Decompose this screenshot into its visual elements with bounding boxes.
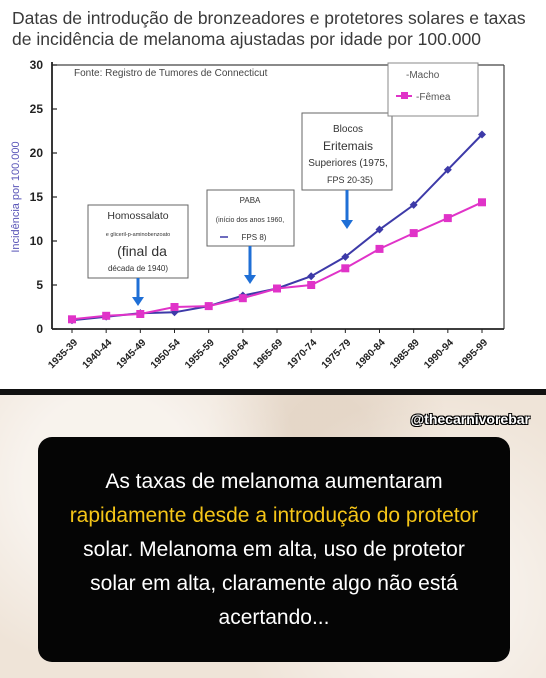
y-tick-label-3: 15 (30, 190, 44, 204)
data-point-s0-11 (443, 165, 452, 174)
y-tick-label-1: 5 (36, 278, 43, 292)
annotation-homossalato-decade: década de 1940) (108, 264, 168, 273)
annotation-arrow-blocos (341, 190, 353, 229)
x-tick-label-11: 1990-94 (422, 337, 456, 371)
x-tick-label-3: 1950-54 (149, 337, 183, 371)
chart-source: Fonte: Registro de Tumores de Connecticu… (74, 68, 268, 79)
data-point-s1-12 (478, 198, 486, 207)
data-point-s1-11 (443, 214, 452, 223)
data-point-s1-9 (375, 244, 384, 253)
x-tick-label-2: 1945-49 (115, 337, 149, 371)
annotation-blocos-subtitle: Eritemais (323, 139, 373, 153)
caption-line-1: As taxas de melanoma aumentaram (105, 469, 443, 493)
caption-panel: @thecarnivorebar As taxas de melanoma au… (0, 395, 546, 678)
annotation-box-homossalato (87, 204, 189, 279)
caption-line-4: solar em alta, claramente algo não está (90, 571, 458, 595)
legend-label-femea: -Fêmea (416, 92, 451, 103)
y-axis-title: Incidência por 100.000 (10, 141, 22, 252)
x-tick-label-4: 1955-59 (183, 337, 217, 371)
x-tick-label-0: 1935-39 (46, 337, 80, 371)
x-tick-label-12: 1995-99 (456, 337, 490, 371)
caption-line-5: acertando... (218, 605, 330, 629)
data-point-s1-7 (307, 281, 316, 289)
x-tick-label-6: 1965-69 (251, 337, 285, 371)
y-tick-label-5: 25 (30, 102, 44, 116)
x-tick-label-8: 1975-79 (320, 337, 354, 371)
legend-box (387, 62, 479, 117)
y-tick-label-2: 10 (30, 234, 44, 248)
annotation-homossalato-compound: e gliceril-p-aminobenzoato (106, 232, 171, 238)
data-point-s1-6 (273, 284, 281, 293)
chart-title: Datas de introdução de bronzeadores e pr… (12, 8, 526, 49)
data-point-s0-7 (307, 272, 316, 281)
y-tick-label-4: 20 (30, 146, 44, 160)
x-tick-label-7: 1970-74 (286, 337, 320, 371)
data-point-s0-10 (409, 200, 418, 209)
caption-line-2-highlight: rapidamente desde a introdução do protet… (69, 503, 479, 527)
caption-line-3: solar. Melanoma em alta, uso de protetor (83, 537, 465, 561)
section-divider (0, 389, 546, 395)
annotation-arrow-homossalato-head (132, 297, 144, 306)
annotation-blocos-detail: Superiores (1975, (308, 158, 388, 169)
chart-svg: Fonte: Registro de Tumores de Connecticu… (10, 58, 505, 371)
annotation-arrow-homossalato (132, 278, 144, 306)
data-point-s1-4 (204, 302, 213, 311)
annotation-paba-date: (início dos anos 1960, (216, 217, 285, 224)
data-point-s1-8 (341, 264, 350, 273)
annotation-paba-spf: FPS 8) (242, 233, 267, 242)
annotation-arrow-paba-head (244, 275, 256, 284)
annotation-blocos-spf: FPS 20-35) (327, 175, 373, 185)
caption-box: As taxas de melanoma aumentaram rapidame… (38, 437, 510, 662)
annotation-blocos-title: Blocos (333, 124, 363, 135)
annotation-homossalato-date: (final da (117, 243, 167, 259)
data-point-s1-2 (136, 310, 145, 318)
annotation-arrow-blocos-head (341, 220, 353, 229)
data-point-s0-8 (341, 252, 350, 261)
annotation-arrow-paba (244, 246, 256, 284)
x-tick-label-5: 1960-64 (217, 337, 251, 371)
annotation-paba-title: PABA (240, 196, 261, 205)
x-tick-label-1: 1940-44 (81, 337, 115, 371)
data-point-s1-3 (170, 303, 179, 311)
data-point-s1-10 (409, 229, 418, 238)
data-point-s0-12 (478, 130, 486, 139)
data-point-s1-5 (238, 294, 247, 303)
y-tick-label-0: 0 (36, 322, 43, 336)
x-tick-label-9: 1980-84 (354, 337, 388, 371)
annotation-box-blocos (301, 112, 393, 191)
legend-marker-femea (401, 92, 408, 99)
annotation-homossalato-title: Homossalato (107, 210, 168, 222)
watermark-handle: @thecarnivorebar (410, 411, 530, 427)
data-point-s0-9 (375, 225, 384, 234)
chart-panel: Datas de introdução de bronzeadores e pr… (10, 8, 526, 372)
legend-label-macho: -Macho (406, 70, 440, 81)
data-point-s1-0 (68, 315, 76, 324)
x-tick-label-10: 1985-89 (388, 337, 422, 371)
y-tick-label-6: 30 (30, 58, 44, 72)
data-point-s1-1 (102, 311, 111, 320)
